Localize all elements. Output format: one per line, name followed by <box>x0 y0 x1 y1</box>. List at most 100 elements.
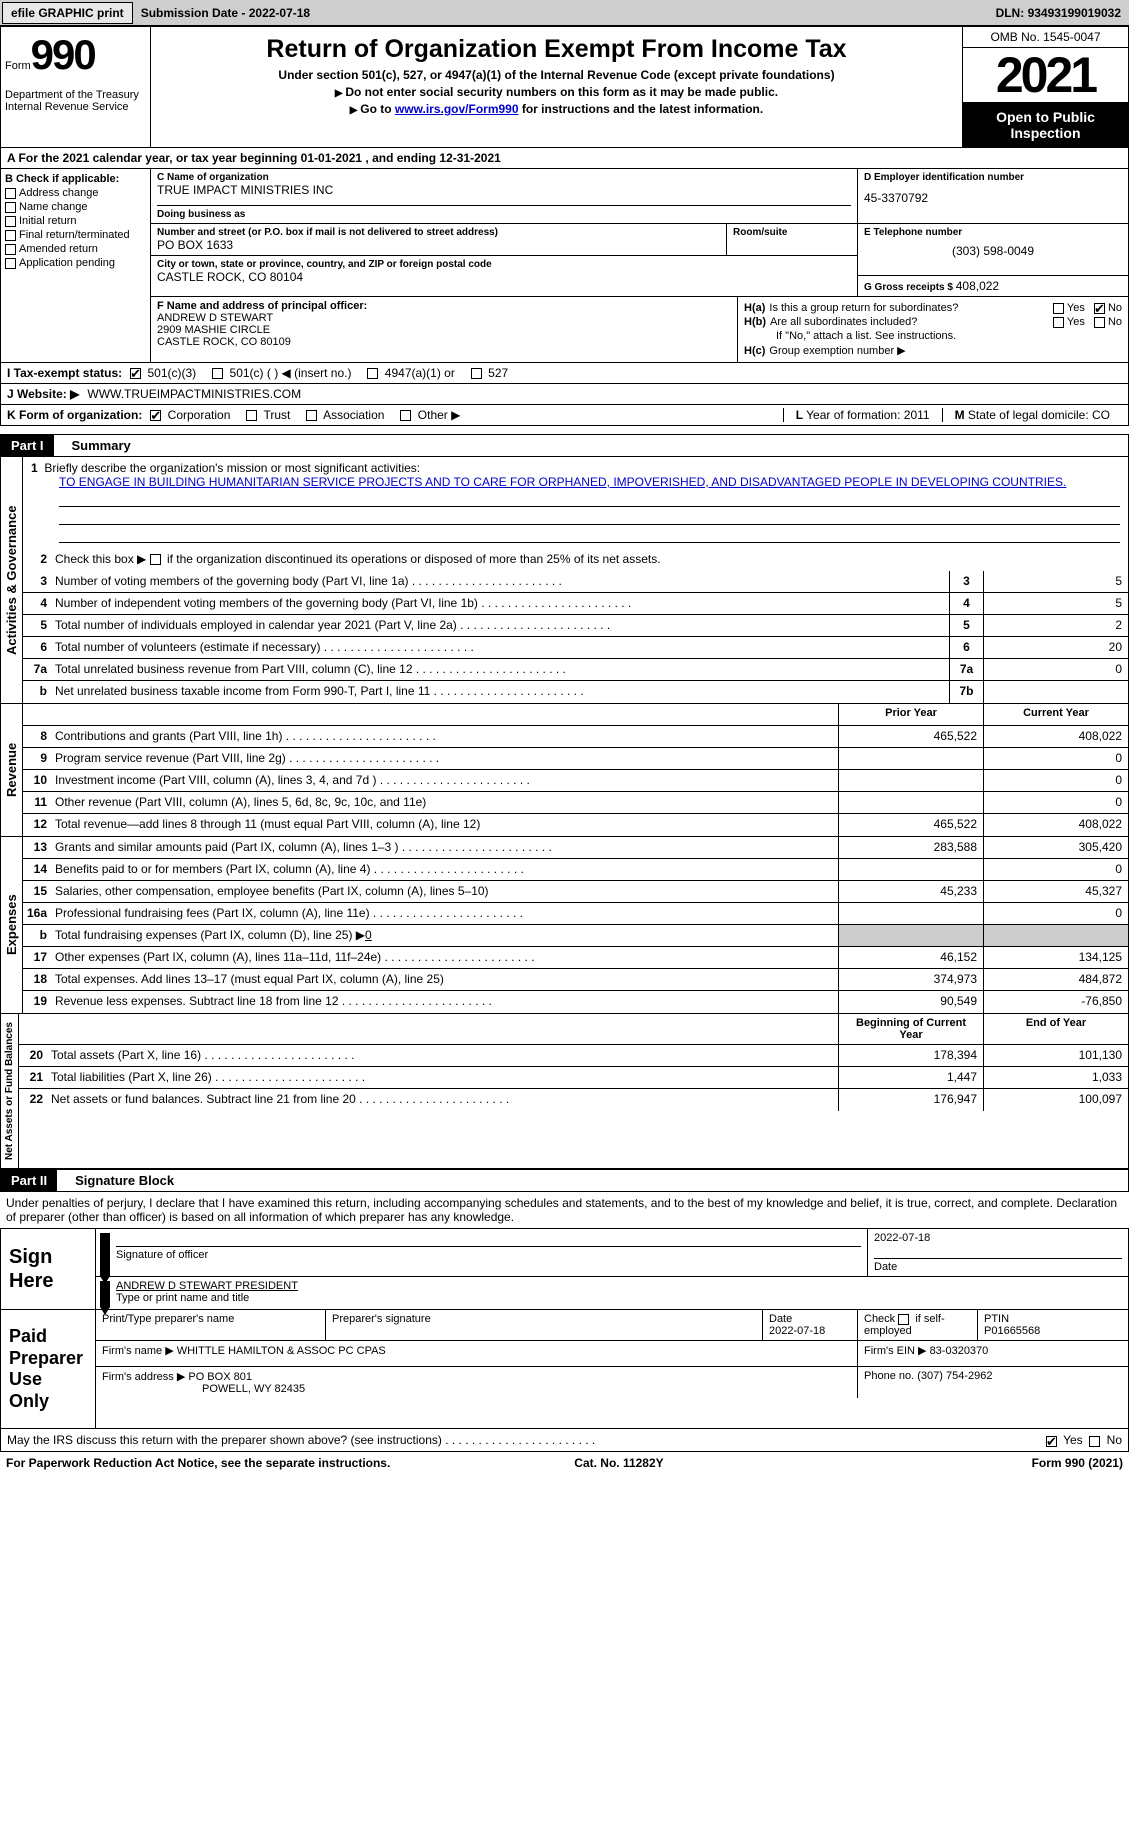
line-col: 4 <box>949 593 983 614</box>
hb-no-checkbox[interactable] <box>1094 317 1105 328</box>
street-value: PO BOX 1633 <box>157 238 720 252</box>
street-cell: Number and street (or P.O. box if mail i… <box>151 224 727 255</box>
form-note-link: Go to www.irs.gov/Form990 for instructio… <box>155 102 958 116</box>
status-501c[interactable]: 501(c) ( ) ◀ (insert no.) <box>212 366 351 380</box>
line-num: 12 <box>23 814 51 836</box>
section-a-taxyear: A For the 2021 calendar year, or tax yea… <box>0 148 1129 169</box>
chk-label: Amended return <box>19 243 98 255</box>
form-note-ssn: Do not enter social security numbers on … <box>155 85 958 99</box>
line-text: Professional fundraising fees (Part IX, … <box>51 903 838 924</box>
k-trust[interactable]: Trust <box>246 408 290 422</box>
chk-final-return[interactable]: Final return/terminated <box>5 229 146 241</box>
line-num: 22 <box>19 1089 47 1111</box>
form-header-right: OMB No. 1545-0047 2021 Open to Public In… <box>963 27 1128 147</box>
ha-no-checkbox[interactable] <box>1094 303 1105 314</box>
governance-tab: Activities & Governance <box>1 457 23 703</box>
mission-text: TO ENGAGE IN BUILDING HUMANITARIAN SERVI… <box>59 475 1120 489</box>
sig-date-label: Date <box>874 1258 1122 1273</box>
line-num: 3 <box>23 571 51 592</box>
line2-checkbox[interactable] <box>150 554 161 565</box>
status-527[interactable]: 527 <box>471 366 508 380</box>
line-val: 2 <box>983 615 1128 636</box>
chk-address-change[interactable]: Address change <box>5 187 146 199</box>
tel-label: E Telephone number <box>864 227 1122 238</box>
hb-yes-checkbox[interactable] <box>1053 317 1064 328</box>
mission-label: Briefly describe the organization's miss… <box>44 461 420 475</box>
officer-name: ANDREW D STEWART <box>157 312 731 324</box>
line-text: Total liabilities (Part X, line 26) <box>47 1067 838 1088</box>
line-cy: 0 <box>983 748 1128 769</box>
line-val: 5 <box>983 571 1128 592</box>
chk-initial-return[interactable]: Initial return <box>5 215 146 227</box>
officer-addr1: 2909 MASHIE CIRCLE <box>157 324 731 336</box>
sig-date-value: 2022-07-18 <box>874 1232 1122 1244</box>
chk-label: Name change <box>19 201 88 213</box>
tel-gross-block: E Telephone number (303) 598-0049 G Gros… <box>858 224 1128 296</box>
hc-label: H(c) <box>744 345 765 357</box>
line-col: 6 <box>949 637 983 658</box>
k-association[interactable]: Association <box>306 408 384 422</box>
blank-line <box>59 527 1120 543</box>
line-py: 1,447 <box>838 1067 983 1088</box>
status-501c3[interactable]: 501(c)(3) <box>130 366 196 380</box>
line-num: 18 <box>23 969 51 990</box>
line-num: 17 <box>23 947 51 968</box>
line-py: 178,394 <box>838 1045 983 1066</box>
chk-name-change[interactable]: Name change <box>5 201 146 213</box>
line-cy: 100,097 <box>983 1089 1128 1111</box>
line-py: 176,947 <box>838 1089 983 1111</box>
line-text: Other expenses (Part IX, column (A), lin… <box>51 947 838 968</box>
discuss-yes-checkbox[interactable] <box>1046 1436 1057 1447</box>
blank-line <box>59 509 1120 525</box>
dba-label: Doing business as <box>157 205 851 220</box>
city-value: CASTLE ROCK, CO 80104 <box>157 270 851 284</box>
chk-label: Final return/terminated <box>19 229 130 241</box>
self-employed-checkbox[interactable] <box>898 1314 909 1325</box>
k-other[interactable]: Other ▶ <box>400 408 460 422</box>
website-row: J Website: ▶ WWW.TRUEIMPACTMINISTRIES.CO… <box>0 384 1129 405</box>
k-label: K Form of organization: <box>7 408 142 422</box>
dln-field: DLN: 93493199019032 <box>996 6 1129 20</box>
chk-application-pending[interactable]: Application pending <box>5 257 146 269</box>
line-text: Total fundraising expenses (Part IX, col… <box>51 925 838 946</box>
line-text: Grants and similar amounts paid (Part IX… <box>51 837 838 858</box>
line-num: 6 <box>23 637 51 658</box>
dln-label: DLN: <box>996 6 1028 20</box>
yes-label: Yes <box>1063 1433 1083 1447</box>
k-corporation[interactable]: Corporation <box>150 408 230 422</box>
blank <box>47 1014 838 1044</box>
line-text: Total number of individuals employed in … <box>51 615 949 636</box>
tel-value: (303) 598-0049 <box>864 244 1122 258</box>
efile-print-button[interactable]: efile GRAPHIC print <box>2 2 133 24</box>
prep-date-value: 2022-07-18 <box>769 1325 825 1337</box>
line-py <box>838 748 983 769</box>
officer-signature-cell[interactable]: Signature of officer <box>110 1229 868 1276</box>
signature-declaration: Under penalties of perjury, I declare th… <box>0 1192 1129 1228</box>
street-label: Number and street (or P.O. box if mail i… <box>157 227 720 238</box>
tax-status-row: I Tax-exempt status: 501(c)(3) 501(c) ( … <box>0 363 1129 384</box>
line2-num: 2 <box>23 549 51 571</box>
mission-num: 1 <box>31 461 38 475</box>
sign-here-label: Sign Here <box>1 1229 96 1309</box>
line-text: Total revenue—add lines 8 through 11 (mu… <box>51 814 838 836</box>
blank <box>19 1014 47 1044</box>
chk-label: Application pending <box>19 257 115 269</box>
group-return-cell: H(a) Is this a group return for subordin… <box>738 297 1128 362</box>
line-cy: 408,022 <box>983 726 1128 747</box>
status-4947[interactable]: 4947(a)(1) or <box>367 366 454 380</box>
ha-yes-checkbox[interactable] <box>1053 303 1064 314</box>
form-number: 990 <box>31 31 95 78</box>
irs-link[interactable]: www.irs.gov/Form990 <box>395 102 519 116</box>
chk-amended-return[interactable]: Amended return <box>5 243 146 255</box>
gross-cell: G Gross receipts $ 408,022 <box>858 276 1128 296</box>
firm-addr-cell: Firm's address ▶ PO BOX 801 POWELL, WY 8… <box>96 1367 858 1398</box>
blank <box>23 704 51 725</box>
expenses-tab: Expenses <box>1 837 23 1013</box>
expenses-block: Expenses 13Grants and similar amounts pa… <box>0 837 1129 1014</box>
officer-cell: F Name and address of principal officer:… <box>151 297 738 362</box>
prep-sig-cell[interactable]: Preparer's signature <box>326 1310 763 1340</box>
line-text: Net unrelated business taxable income fr… <box>51 681 949 703</box>
discuss-no-checkbox[interactable] <box>1089 1436 1100 1447</box>
officer-name-label: Type or print name and title <box>116 1292 1122 1304</box>
part2-header: Part II Signature Block <box>0 1169 1129 1192</box>
